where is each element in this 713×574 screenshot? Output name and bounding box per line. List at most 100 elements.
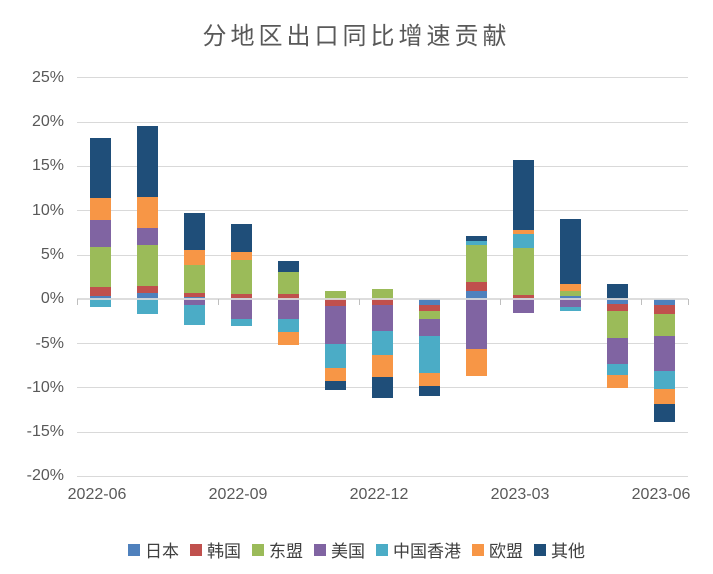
legend-swatch-icon bbox=[190, 543, 202, 556]
x-axis-tickmark bbox=[358, 299, 360, 306]
bar-segment bbox=[465, 236, 487, 241]
bar-segment bbox=[183, 304, 205, 325]
bar-segment bbox=[512, 299, 534, 314]
bar-segment bbox=[559, 306, 581, 312]
bar-segment bbox=[89, 246, 111, 288]
legend-item: 韩国 bbox=[190, 537, 241, 562]
bar-segment bbox=[465, 291, 487, 300]
bar-segment bbox=[418, 373, 440, 386]
legend-label: 日本 bbox=[145, 542, 179, 562]
bar-segment bbox=[512, 247, 534, 295]
x-axis-tickmark bbox=[687, 299, 689, 306]
bar-segment bbox=[512, 160, 534, 230]
legend-swatch-icon bbox=[472, 543, 484, 556]
bar-segment bbox=[653, 313, 675, 337]
bar-segment bbox=[277, 261, 299, 272]
y-axis-tick-label: 25% bbox=[31, 68, 64, 86]
bar-segment bbox=[89, 138, 111, 199]
bar-segment bbox=[512, 294, 534, 299]
legend-item: 日本 bbox=[128, 537, 179, 562]
bar-segment bbox=[559, 291, 581, 296]
gridline bbox=[76, 475, 688, 477]
bar-segment bbox=[606, 311, 628, 338]
bar-segment bbox=[183, 212, 205, 250]
chart-legend: 日本 韩国 东盟 美国 中国香港 欧盟 其他 bbox=[0, 537, 713, 562]
bar-segment bbox=[465, 240, 487, 245]
gridline bbox=[76, 77, 688, 79]
gridline bbox=[76, 431, 688, 433]
bar-segment bbox=[418, 335, 440, 374]
bar-segment bbox=[183, 264, 205, 294]
y-axis-tick-label: -10% bbox=[26, 378, 64, 396]
bar-segment bbox=[277, 299, 299, 320]
bar-segment bbox=[606, 337, 628, 365]
y-axis-tick-label: 5% bbox=[40, 246, 64, 264]
bar-segment bbox=[230, 259, 252, 294]
x-axis-tick-label: 2022-06 bbox=[67, 486, 127, 503]
bar-segment bbox=[277, 271, 299, 295]
bar-segment bbox=[559, 295, 581, 300]
bar-segment bbox=[371, 304, 393, 332]
y-axis-tick-label: 20% bbox=[31, 113, 64, 131]
zero-axis-line bbox=[76, 298, 688, 301]
bar-segment bbox=[653, 403, 675, 422]
bar-segment bbox=[559, 283, 581, 292]
bar-segment bbox=[277, 294, 299, 299]
x-axis-tickmark bbox=[76, 299, 78, 306]
x-axis-tickmark bbox=[499, 299, 501, 306]
legend-swatch-icon bbox=[252, 543, 264, 556]
bar-segment bbox=[559, 299, 581, 307]
bar-segment bbox=[606, 375, 628, 389]
bar-segment bbox=[418, 299, 440, 306]
bar-segment bbox=[183, 299, 205, 305]
bar-segment bbox=[230, 223, 252, 252]
gridline bbox=[76, 121, 688, 123]
legend-item: 东盟 bbox=[252, 537, 303, 562]
y-axis-tick-label: 10% bbox=[31, 201, 64, 219]
bar-segment bbox=[371, 355, 393, 377]
bar-segment bbox=[465, 349, 487, 377]
bar-segment bbox=[465, 244, 487, 283]
bar-segment bbox=[418, 305, 440, 311]
chart-title: 分地区出口同比增速贡献 bbox=[202, 22, 511, 50]
bar-segment bbox=[418, 385, 440, 396]
bar-segment bbox=[277, 319, 299, 333]
legend-swatch-icon bbox=[376, 543, 388, 556]
legend-swatch-icon bbox=[534, 543, 546, 556]
bar-segment bbox=[324, 380, 346, 391]
bar-segment bbox=[559, 218, 581, 284]
y-axis-tick-label: -5% bbox=[35, 334, 64, 352]
legend-label: 东盟 bbox=[269, 542, 303, 562]
bar-segment bbox=[512, 233, 534, 248]
bar-segment bbox=[324, 306, 346, 344]
bar-segment bbox=[230, 318, 252, 326]
bar-segment bbox=[324, 290, 346, 300]
gridline bbox=[76, 165, 688, 167]
legend-item: 其他 bbox=[534, 537, 585, 562]
legend-item: 美国 bbox=[314, 537, 365, 562]
bar-segment bbox=[136, 125, 158, 197]
legend-item: 欧盟 bbox=[472, 537, 523, 562]
legend-label: 其他 bbox=[551, 542, 585, 562]
bar-segment bbox=[136, 293, 158, 300]
x-axis-tick-label: 2023-06 bbox=[631, 486, 691, 503]
bar-segment bbox=[371, 299, 393, 305]
bar-segment bbox=[465, 282, 487, 292]
bar-segment bbox=[277, 332, 299, 345]
bar-segment bbox=[371, 289, 393, 300]
bar-segment bbox=[136, 299, 158, 315]
legend-item: 中国香港 bbox=[376, 537, 461, 562]
bar-segment bbox=[653, 388, 675, 404]
bar-segment bbox=[653, 371, 675, 389]
bar-segment bbox=[183, 296, 205, 300]
bar-segment bbox=[136, 285, 158, 294]
bar-segment bbox=[89, 198, 111, 221]
bar-segment bbox=[606, 304, 628, 312]
bar-segment bbox=[653, 305, 675, 314]
bar-segment bbox=[606, 299, 628, 305]
bar-segment bbox=[89, 287, 111, 296]
bar-segment bbox=[371, 376, 393, 399]
bar-segment bbox=[653, 336, 675, 372]
legend-swatch-icon bbox=[128, 543, 140, 556]
